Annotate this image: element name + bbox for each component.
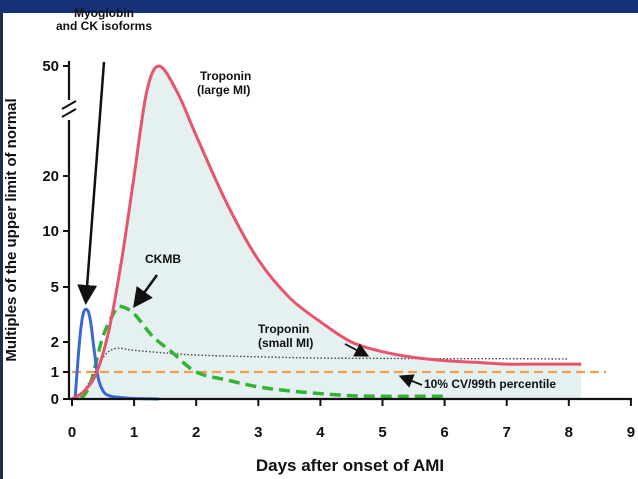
annotation-myoglobin-line1: Myoglobin: [74, 6, 134, 20]
x-tick-label-0: 0: [68, 424, 76, 441]
x-tick-label-2: 2: [192, 424, 200, 441]
y-axis-title: Multiples of the upper limit of normal: [3, 98, 20, 361]
x-tick-label-7: 7: [503, 424, 511, 441]
y-tick-label-5: 5: [51, 279, 59, 296]
series-myoglobin-and-ck-isoforms: [73, 307, 159, 401]
annotation-troponin-large-line1: Troponin: [200, 69, 251, 83]
x-tick-label-4: 4: [316, 424, 325, 441]
x-tick-label-3: 3: [254, 424, 262, 441]
y-tick-label-10: 10: [42, 223, 59, 240]
x-tick-label-5: 5: [378, 424, 386, 441]
percentile-arrow: [398, 374, 423, 388]
ckmb-arrow: [133, 274, 159, 309]
y-tick-label-2: 2: [51, 334, 59, 351]
title-bar: [0, 0, 638, 13]
y-tick-label-20: 20: [42, 168, 59, 185]
x-tick-label-8: 8: [565, 424, 573, 441]
y-tick-label-1: 1: [51, 364, 59, 381]
x-tick-label-1: 1: [130, 424, 138, 441]
annotation-troponin-small-line2: (small MI): [258, 336, 313, 350]
x-tick-label-9: 9: [627, 424, 635, 441]
annotation-ckmb: CKMB: [145, 252, 181, 266]
y-tick-label-50: 50: [42, 58, 59, 75]
annotation-percentile: 10% CV/99th percentile: [424, 377, 556, 391]
y-tick-label-0: 0: [51, 391, 59, 408]
x-axis-title: Days after onset of AMI: [256, 456, 444, 475]
axis-break-mark-1: [61, 108, 77, 118]
annotation-troponin-large-line2: (large MI): [197, 83, 250, 97]
annotation-troponin-small-line1: Troponin: [258, 322, 309, 336]
x-tick-label-6: 6: [440, 424, 448, 441]
series-troponin-large-mi: [71, 64, 582, 401]
troponin-small-arrow: [344, 343, 370, 357]
left-border: [0, 13, 3, 479]
myoglobin-arrow: [77, 61, 106, 305]
annotation-myoglobin-line2: and CK isoforms: [56, 19, 152, 33]
axis-break-mark-2: [61, 100, 77, 110]
troponin-large-area: [72, 66, 582, 399]
